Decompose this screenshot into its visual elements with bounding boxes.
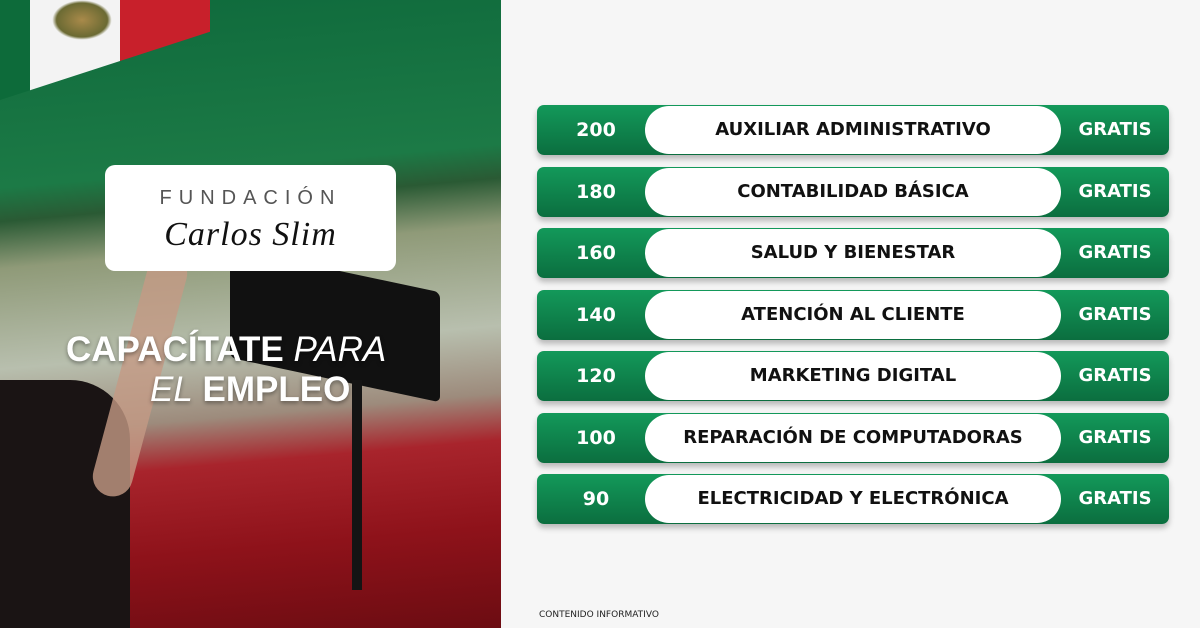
course-row: 140 ATENCIÓN AL CLIENTE GRATIS — [537, 289, 1169, 340]
course-price: GRATIS — [1078, 426, 1152, 448]
course-hours: 120 — [576, 365, 616, 387]
course-row: 160 SALUD Y BIENESTAR GRATIS — [537, 228, 1169, 278]
course-name: AUXILIAR ADMINISTRATIVO — [645, 106, 1061, 154]
course-name: SALUD Y BIENESTAR — [645, 229, 1061, 277]
hero-photo: FUNDACIÓN Carlos Slim CAPACÍTATE PARA EL… — [0, 0, 501, 628]
course-price: GRATIS — [1078, 365, 1152, 386]
headline-bold2: EMPLEO — [202, 370, 351, 409]
course-price: GRATIS — [1078, 488, 1152, 509]
course-name: ATENCIÓN AL CLIENTE — [645, 290, 1061, 339]
course-hours: 140 — [576, 303, 616, 326]
coat-of-arms-icon — [52, 0, 112, 40]
course-row: 200 AUXILIAR ADMINISTRATIVO GRATIS — [537, 105, 1169, 155]
course-name: MARKETING DIGITAL — [645, 352, 1061, 400]
headline-bold1: CAPACÍTATE — [66, 330, 284, 369]
course-list: 200 AUXILIAR ADMINISTRATIVO GRATIS 180 CONTA… — [501, 0, 1200, 628]
course-price: GRATIS — [1078, 303, 1152, 325]
course-name: CONTABILIDAD BÁSICA — [645, 167, 1061, 216]
course-row: 100 REPARACIÓN DE COMPUTADORAS GRATIS — [537, 412, 1169, 463]
course-price: GRATIS — [1078, 242, 1152, 263]
headline-italic2: EL — [150, 370, 193, 409]
course-price: GRATIS — [1078, 119, 1152, 140]
cap-tassel — [352, 380, 362, 590]
course-hours: 160 — [576, 242, 616, 264]
course-name: ELECTRICIDAD Y ELECTRÓNICA — [645, 475, 1061, 523]
course-price: GRATIS — [1078, 180, 1152, 202]
course-name: REPARACIÓN DE COMPUTADORAS — [645, 413, 1061, 462]
headline-italic1: PARA — [293, 330, 387, 369]
logo-line2: Carlos Slim — [164, 216, 337, 253]
course-hours: 200 — [576, 119, 616, 141]
headline: CAPACÍTATE PARA EL EMPLEO — [66, 330, 386, 410]
course-hours: 100 — [576, 426, 616, 449]
course-row: 90 ELECTRICIDAD Y ELECTRÓNICA GRATIS — [537, 474, 1169, 524]
course-row: 180 CONTABILIDAD BÁSICA GRATIS — [537, 166, 1169, 217]
course-hours: 90 — [582, 488, 610, 510]
fundacion-logo: FUNDACIÓN Carlos Slim — [105, 165, 396, 271]
footer-note: CONTENIDO INFORMATIVO — [539, 610, 659, 620]
logo-line1: FUNDACIÓN — [159, 187, 342, 209]
course-hours: 180 — [576, 180, 616, 203]
course-row: 120 MARKETING DIGITAL GRATIS — [537, 351, 1169, 401]
